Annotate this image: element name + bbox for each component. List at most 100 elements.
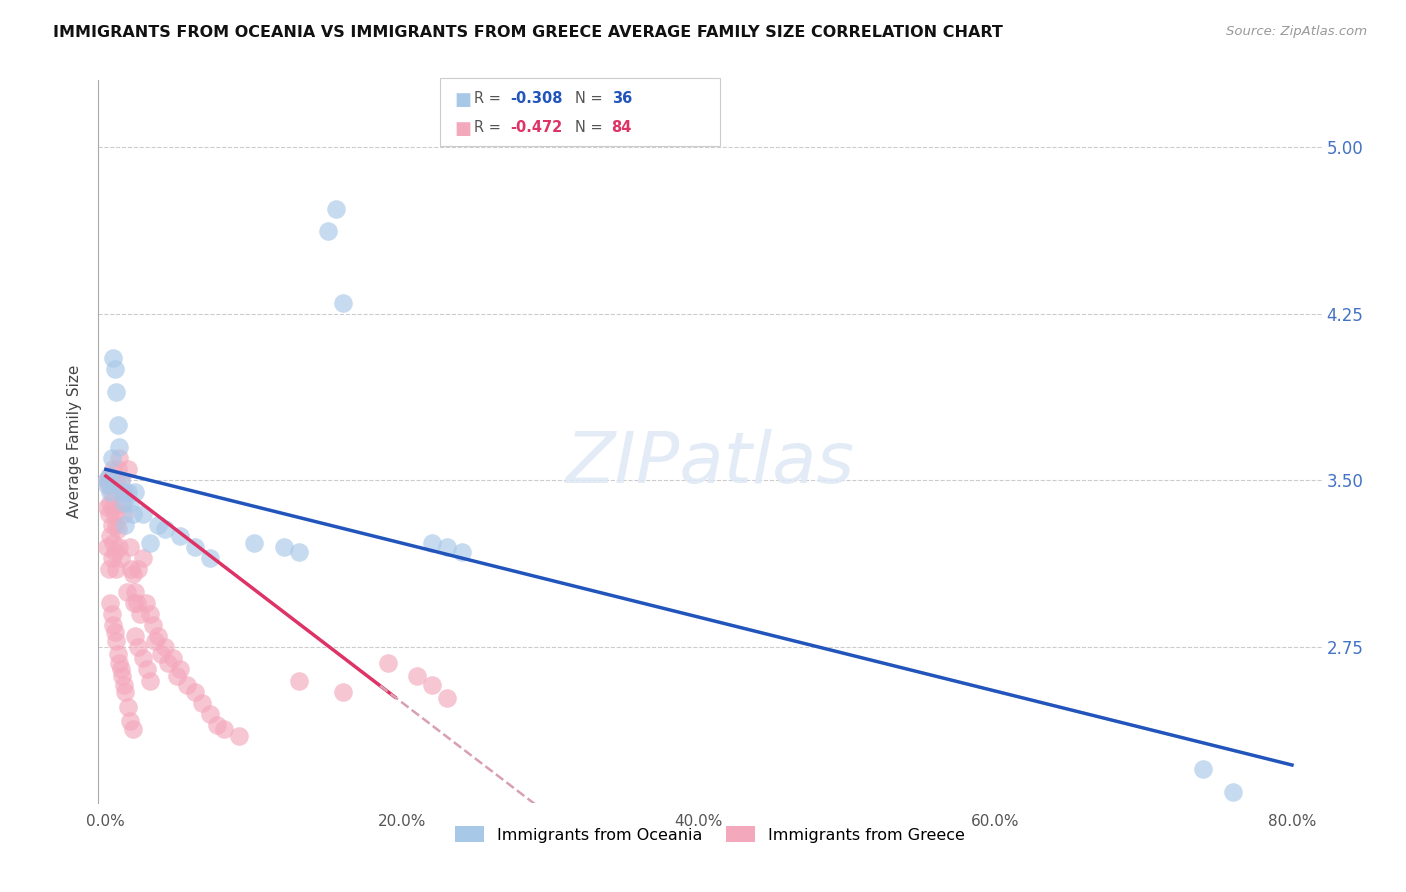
Point xyxy=(110,474,132,488)
Point xyxy=(450,544,472,558)
Point xyxy=(146,517,169,532)
Point xyxy=(124,584,146,599)
Point xyxy=(107,417,129,432)
Point xyxy=(103,462,125,476)
Point xyxy=(110,474,132,488)
Point xyxy=(103,351,125,366)
Point xyxy=(118,496,141,510)
Point xyxy=(176,678,198,692)
Point xyxy=(436,691,458,706)
Point xyxy=(214,723,236,737)
Point xyxy=(112,678,135,692)
Point xyxy=(139,535,162,549)
Point xyxy=(228,729,250,743)
Point xyxy=(98,496,121,510)
Point xyxy=(108,540,131,554)
Point xyxy=(157,656,180,670)
Point xyxy=(97,478,120,492)
Point xyxy=(149,647,172,661)
Text: ■: ■ xyxy=(454,120,471,137)
Point xyxy=(104,474,127,488)
Point xyxy=(115,584,138,599)
Point xyxy=(114,684,136,698)
Point xyxy=(105,517,128,532)
Point xyxy=(169,662,191,676)
Point xyxy=(105,474,128,488)
Text: Source: ZipAtlas.com: Source: ZipAtlas.com xyxy=(1226,25,1367,38)
Text: N =: N = xyxy=(575,91,607,106)
Point xyxy=(118,540,141,554)
Point xyxy=(121,566,143,581)
Point xyxy=(142,618,165,632)
Point xyxy=(108,656,131,670)
Point xyxy=(135,596,157,610)
Point xyxy=(111,496,134,510)
Point xyxy=(121,507,143,521)
Point xyxy=(98,596,121,610)
Point xyxy=(1192,763,1215,777)
Point xyxy=(105,384,128,399)
Point xyxy=(143,633,166,648)
Point xyxy=(118,714,141,728)
Point xyxy=(420,678,443,692)
Point xyxy=(129,607,152,621)
Point xyxy=(166,669,188,683)
Text: 84: 84 xyxy=(612,120,631,135)
Point xyxy=(103,618,125,632)
Point xyxy=(100,607,122,621)
Point xyxy=(104,362,127,376)
Point xyxy=(332,295,354,310)
Text: IMMIGRANTS FROM OCEANIA VS IMMIGRANTS FROM GREECE AVERAGE FAMILY SIZE CORRELATIO: IMMIGRANTS FROM OCEANIA VS IMMIGRANTS FR… xyxy=(53,25,1004,40)
Point xyxy=(107,462,129,476)
Point xyxy=(97,469,120,483)
Point xyxy=(287,673,309,688)
Point xyxy=(114,484,136,499)
Point xyxy=(139,607,162,621)
Point xyxy=(132,651,155,665)
Point xyxy=(107,522,129,536)
Point xyxy=(97,507,120,521)
Text: -0.472: -0.472 xyxy=(510,120,562,135)
Text: R =: R = xyxy=(474,120,505,135)
Point xyxy=(97,562,120,576)
Point xyxy=(111,669,134,683)
Point xyxy=(127,640,149,655)
Point xyxy=(117,484,139,499)
Point xyxy=(121,723,143,737)
Text: -0.308: -0.308 xyxy=(510,91,562,106)
Point xyxy=(169,529,191,543)
Point xyxy=(316,224,339,238)
Point xyxy=(98,529,121,543)
Point xyxy=(325,202,347,217)
Text: ■: ■ xyxy=(454,91,471,109)
Point xyxy=(100,451,122,466)
Point xyxy=(108,440,131,454)
Point xyxy=(104,544,127,558)
Point xyxy=(105,562,128,576)
Point xyxy=(117,462,139,476)
Point xyxy=(406,669,429,683)
Point xyxy=(436,540,458,554)
Point xyxy=(205,718,228,732)
Point xyxy=(111,484,134,499)
Point xyxy=(198,551,221,566)
Point xyxy=(124,484,146,499)
Y-axis label: Average Family Size: Average Family Size xyxy=(67,365,83,518)
Point xyxy=(110,662,132,676)
Point xyxy=(96,474,118,488)
Text: ZIPatlas: ZIPatlas xyxy=(565,429,855,498)
Point xyxy=(105,633,128,648)
Point xyxy=(103,500,125,515)
Point xyxy=(332,684,354,698)
Point xyxy=(96,540,118,554)
Point xyxy=(198,706,221,721)
Point xyxy=(100,484,122,499)
Point xyxy=(122,596,145,610)
Point xyxy=(114,517,136,532)
Point xyxy=(104,624,127,639)
Point xyxy=(273,540,295,554)
Point xyxy=(112,496,135,510)
Point xyxy=(420,535,443,549)
Point xyxy=(132,551,155,566)
Point xyxy=(153,522,176,536)
